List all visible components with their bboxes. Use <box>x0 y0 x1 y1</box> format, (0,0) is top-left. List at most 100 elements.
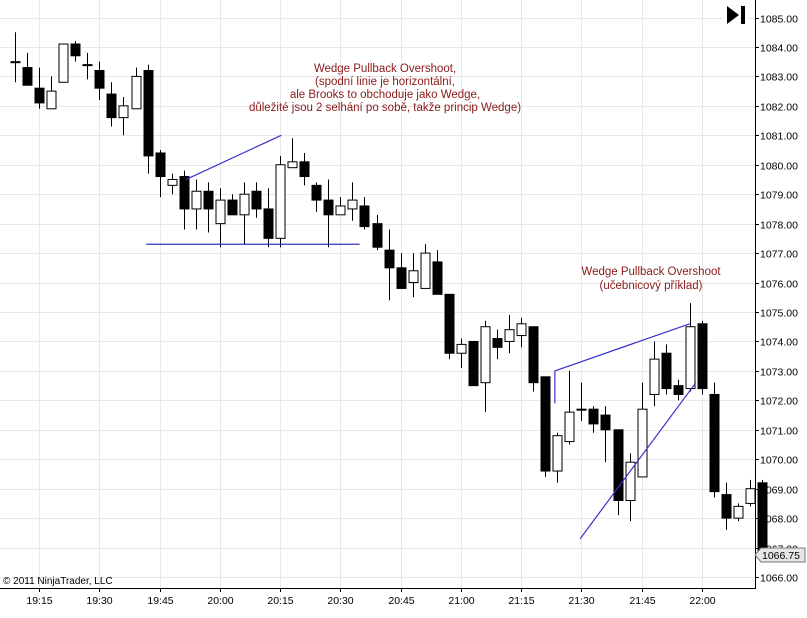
candle <box>251 182 262 218</box>
candle <box>143 64 154 174</box>
candle-body-bull <box>408 270 419 284</box>
candle-body-bear <box>263 208 274 239</box>
candle <box>408 253 419 298</box>
y-tick-label: 1074.00 <box>760 337 798 349</box>
candle-body-bull <box>46 90 57 110</box>
candle-body-bear <box>179 176 190 210</box>
candle <box>396 253 407 289</box>
last-price-flag <box>754 547 806 563</box>
candle-body-bear <box>251 190 262 210</box>
candle <box>34 67 45 109</box>
candle-body-bear <box>697 323 708 390</box>
candle <box>46 76 57 110</box>
candle-body-bear <box>396 267 407 289</box>
y-tick-label: 1076.00 <box>760 279 798 291</box>
y-tick-label: 1083.00 <box>760 72 798 84</box>
candle <box>82 52 93 80</box>
candle <box>131 67 142 110</box>
candle <box>335 197 346 216</box>
candle-body-bear <box>709 393 720 493</box>
candle <box>709 382 720 498</box>
y-tick-label: 1073.00 <box>760 367 798 379</box>
candle <box>492 329 503 360</box>
candle <box>540 376 551 477</box>
candle <box>576 382 587 421</box>
candle-body-bear <box>540 376 551 472</box>
annotation-1-line-3: ale Brooks to obchoduje jako Wedge, <box>290 89 480 101</box>
candle-body-bear <box>143 70 154 157</box>
candle <box>191 179 202 230</box>
candle-body-bull <box>516 323 527 337</box>
candle <box>106 82 117 127</box>
candle <box>480 320 491 413</box>
y-tick-label: 1085.00 <box>760 14 798 26</box>
candle <box>323 179 334 248</box>
candle-body-bear <box>600 414 611 431</box>
candle-body-bear <box>106 93 117 119</box>
candle <box>733 503 744 522</box>
y-tick-label: 1079.00 <box>760 190 798 202</box>
candle <box>516 317 527 348</box>
trendline-wedge2-upper <box>554 323 690 372</box>
candle-body-bull <box>480 326 491 384</box>
candle <box>203 182 214 233</box>
x-tick-label: 21:30 <box>568 595 594 607</box>
y-tick-label: 1072.00 <box>760 396 798 408</box>
candle <box>239 182 250 245</box>
candle-body-bull <box>131 75 142 110</box>
candle <box>58 43 69 83</box>
candle <box>359 197 370 230</box>
candle-body-bull <box>625 461 636 501</box>
candle-body-bull <box>552 435 563 472</box>
candle-body-bear <box>227 199 238 216</box>
candle-body-bear <box>721 494 732 519</box>
candle <box>70 41 81 62</box>
candle <box>613 429 624 516</box>
candle-body-bull <box>287 161 298 169</box>
candle <box>504 314 515 354</box>
x-tick-label: 20:30 <box>327 595 353 607</box>
candle <box>468 340 479 387</box>
y-tick-label: 1075.00 <box>760 308 798 320</box>
annotation-1-line-1: Wedge Pullback Overshoot, <box>314 63 456 75</box>
candle <box>118 97 129 136</box>
candle-body-bear <box>588 408 599 425</box>
candle <box>685 303 696 392</box>
candle-body-bull <box>191 190 202 210</box>
y-tick-label: 1084.00 <box>760 43 798 55</box>
y-tick-label: 1066.00 <box>760 573 798 585</box>
y-tick-label: 1068.00 <box>760 514 798 526</box>
candle-body-bull <box>118 105 129 119</box>
x-tick-label: 19:45 <box>147 595 173 607</box>
trendline-wedge1-upper <box>185 134 282 181</box>
candle-body-bear <box>673 385 684 395</box>
candle <box>432 250 443 295</box>
candle <box>167 173 178 195</box>
candle <box>420 244 431 289</box>
last-price-label: 1066.75 <box>762 550 800 562</box>
candle <box>347 182 358 221</box>
candle-body-bull <box>215 199 226 225</box>
candle <box>22 52 33 86</box>
candle <box>275 155 286 248</box>
x-tick-label: 20:45 <box>388 595 414 607</box>
candle-body-bear <box>492 338 503 348</box>
candle <box>625 453 636 522</box>
y-tick-label: 1082.00 <box>760 102 798 114</box>
candle-body-bear <box>70 43 81 57</box>
candles <box>10 32 768 560</box>
candle-body-bear <box>613 429 624 501</box>
candle-body-bull <box>576 408 587 411</box>
x-tick-label: 22:00 <box>689 595 715 607</box>
candle-body-bear <box>34 87 45 104</box>
x-tick-label: 20:15 <box>267 595 293 607</box>
candle-body-bull <box>347 199 358 210</box>
skip-to-end-button[interactable] <box>722 3 748 27</box>
candle-body-bear <box>359 205 370 228</box>
last-price-marker: 1066.75 <box>754 547 806 563</box>
copyright-text: © 2011 NinjaTrader, LLC <box>3 576 113 587</box>
candle-body-bull <box>420 252 431 289</box>
x-tick-label: 21:15 <box>508 595 534 607</box>
candle <box>528 326 539 392</box>
